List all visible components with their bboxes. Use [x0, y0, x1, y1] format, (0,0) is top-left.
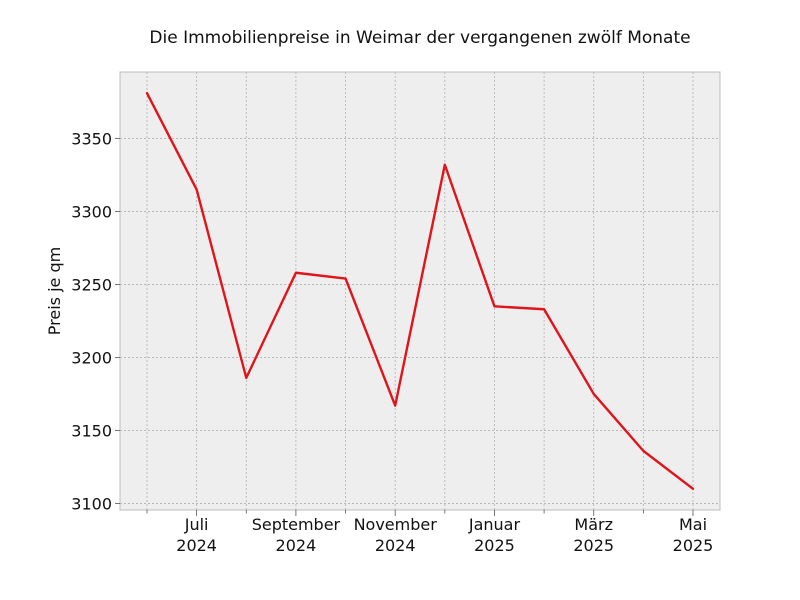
x-grid	[146, 72, 694, 510]
y-tick-label: 3250	[71, 275, 112, 294]
x-tick-label: Juli	[184, 515, 209, 534]
y-tick-label: 3350	[71, 129, 112, 148]
series-line	[145, 91, 695, 491]
x-tick-label: März	[574, 515, 613, 534]
x-tick-label: Mai	[679, 515, 707, 534]
y-axis: 3100 3150 3200 3250 3300 3350	[71, 129, 120, 513]
x-tick-label: 2025	[573, 536, 614, 555]
x-tick-label: September	[252, 515, 341, 534]
y-tick-label: 3100	[71, 494, 112, 513]
plot-frame	[119, 71, 721, 511]
y-tick-label: 3150	[71, 421, 112, 440]
chart-title: Die Immobilienpreise in Weimar der verga…	[149, 28, 690, 48]
y-axis-label: Preis je qm	[45, 247, 64, 335]
x-axis: Juli 2024 September 2024 November 2024 Januar 2…	[146, 510, 714, 555]
x-tick-label: 2024	[276, 536, 317, 555]
x-tick-label: Januar	[468, 515, 521, 534]
x-tick-label: November	[354, 515, 438, 534]
x-tick-label: 2024	[375, 536, 416, 555]
x-tick-label: 2025	[474, 536, 515, 555]
y-tick-label: 3300	[71, 202, 112, 221]
x-tick-label: 2024	[176, 536, 217, 555]
x-tick-label: 2025	[673, 536, 714, 555]
y-tick-label: 3200	[71, 348, 112, 367]
